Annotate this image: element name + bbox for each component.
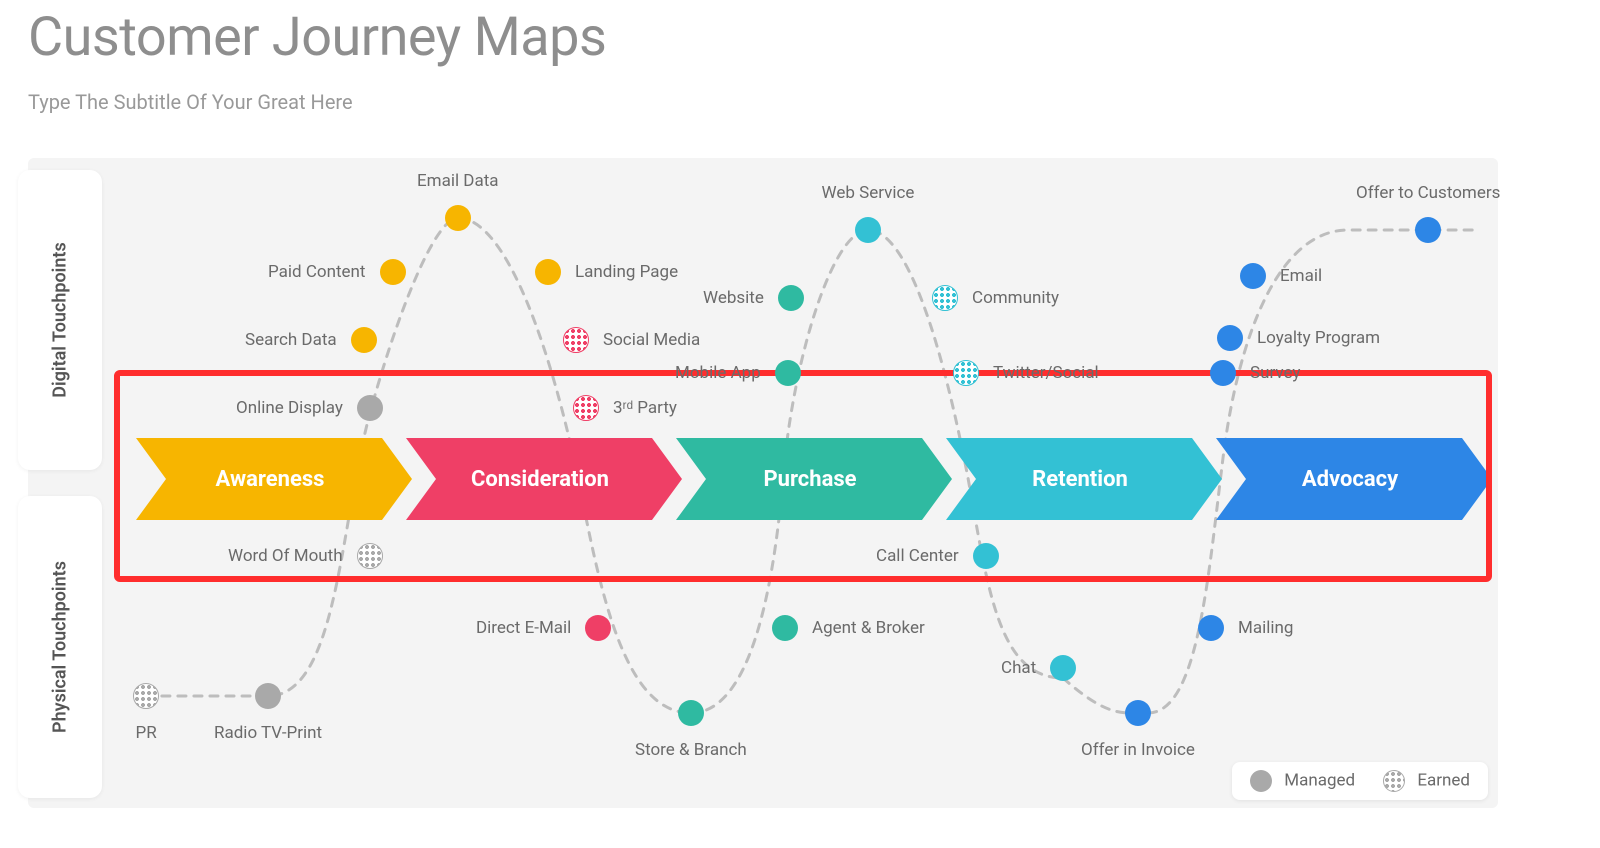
node-radio-tv-print <box>255 683 281 709</box>
legend-managed-swatch <box>1250 770 1272 792</box>
stage-consideration: Consideration <box>406 438 682 520</box>
node-agent-broker-label: Agent & Broker <box>812 618 925 638</box>
node-store-branch-label: Store & Branch <box>635 740 747 760</box>
node-social-media-label: Social Media <box>603 330 700 350</box>
rail-digital-label: Digital Touchpoints <box>50 242 71 397</box>
node-survey <box>1210 360 1236 386</box>
node-third-party <box>573 395 599 421</box>
node-chat <box>1050 655 1076 681</box>
legend-earned: Earned <box>1383 770 1470 792</box>
legend-managed-label: Managed <box>1284 770 1355 790</box>
node-word-of-mouth <box>357 543 383 569</box>
node-website <box>778 285 804 311</box>
node-radio-tv-print-label: Radio TV-Print <box>214 723 322 743</box>
legend-managed: Managed <box>1250 770 1355 792</box>
node-mailing <box>1198 615 1224 641</box>
node-chat-label: Chat <box>1001 658 1036 678</box>
node-call-center-label: Call Center <box>876 546 959 566</box>
node-offer-customers <box>1415 217 1441 243</box>
node-email <box>1240 263 1266 289</box>
page-subtitle: Type The Subtitle Of Your Great Here <box>28 90 353 114</box>
stage-retention: Retention <box>946 438 1222 520</box>
node-call-center <box>973 543 999 569</box>
node-offer-invoice-label: Offer in Invoice <box>1081 740 1195 760</box>
rail-digital: Digital Touchpoints <box>18 170 102 470</box>
node-search-data-label: Search Data <box>245 330 337 350</box>
node-online-display-label: Online Display <box>236 398 343 418</box>
rail-physical: Physical Touchpoints <box>18 496 102 798</box>
node-paid-content <box>380 259 406 285</box>
node-mobile-app-label: Mobile App <box>675 363 761 383</box>
node-survey-label: Survey <box>1250 363 1300 383</box>
node-offer-customers-label: Offer to Customers <box>1356 183 1500 203</box>
stage-advocacy: Advocacy <box>1216 438 1492 520</box>
legend-earned-swatch <box>1383 770 1405 792</box>
stage-consideration-label: Consideration <box>406 438 682 520</box>
node-community <box>932 285 958 311</box>
page: Customer Journey Maps Type The Subtitle … <box>0 0 1600 848</box>
page-title: Customer Journey Maps <box>28 6 606 69</box>
node-word-of-mouth-label: Word Of Mouth <box>228 546 343 566</box>
journey-canvas: Digital Touchpoints Physical Touchpoints… <box>28 158 1498 808</box>
node-search-data <box>351 327 377 353</box>
legend: Managed Earned <box>1232 762 1488 800</box>
node-web-service <box>855 217 881 243</box>
node-pr <box>133 683 159 709</box>
node-pr-label: PR <box>136 723 157 743</box>
stage-awareness-label: Awareness <box>136 438 412 520</box>
node-twitter-social-label: Twitter/Social <box>993 363 1099 383</box>
stage-advocacy-label: Advocacy <box>1216 438 1492 520</box>
node-community-label: Community <box>972 288 1059 308</box>
node-loyalty-program <box>1217 325 1243 351</box>
node-mailing-label: Mailing <box>1238 618 1293 638</box>
node-landing-page <box>535 259 561 285</box>
node-loyalty-program-label: Loyalty Program <box>1257 328 1380 348</box>
node-third-party-label: 3ʳᵈ Party <box>613 398 677 418</box>
legend-earned-label: Earned <box>1417 770 1470 790</box>
node-email-data-label: Email Data <box>417 171 499 191</box>
node-direct-email-label: Direct E-Mail <box>476 618 571 638</box>
stage-purchase: Purchase <box>676 438 952 520</box>
stage-awareness: Awareness <box>136 438 412 520</box>
node-social-media <box>563 327 589 353</box>
node-agent-broker <box>772 615 798 641</box>
node-mobile-app <box>775 360 801 386</box>
node-online-display <box>357 395 383 421</box>
node-email-data <box>445 205 471 231</box>
node-paid-content-label: Paid Content <box>268 262 366 282</box>
node-web-service-label: Web Service <box>822 183 915 203</box>
stage-purchase-label: Purchase <box>676 438 952 520</box>
stage-retention-label: Retention <box>946 438 1222 520</box>
node-email-label: Email <box>1280 266 1322 286</box>
node-direct-email <box>585 615 611 641</box>
node-landing-page-label: Landing Page <box>575 262 678 282</box>
node-store-branch <box>678 700 704 726</box>
rail-physical-label: Physical Touchpoints <box>50 561 71 733</box>
node-offer-invoice <box>1125 700 1151 726</box>
node-website-label: Website <box>703 288 764 308</box>
node-twitter-social <box>953 360 979 386</box>
